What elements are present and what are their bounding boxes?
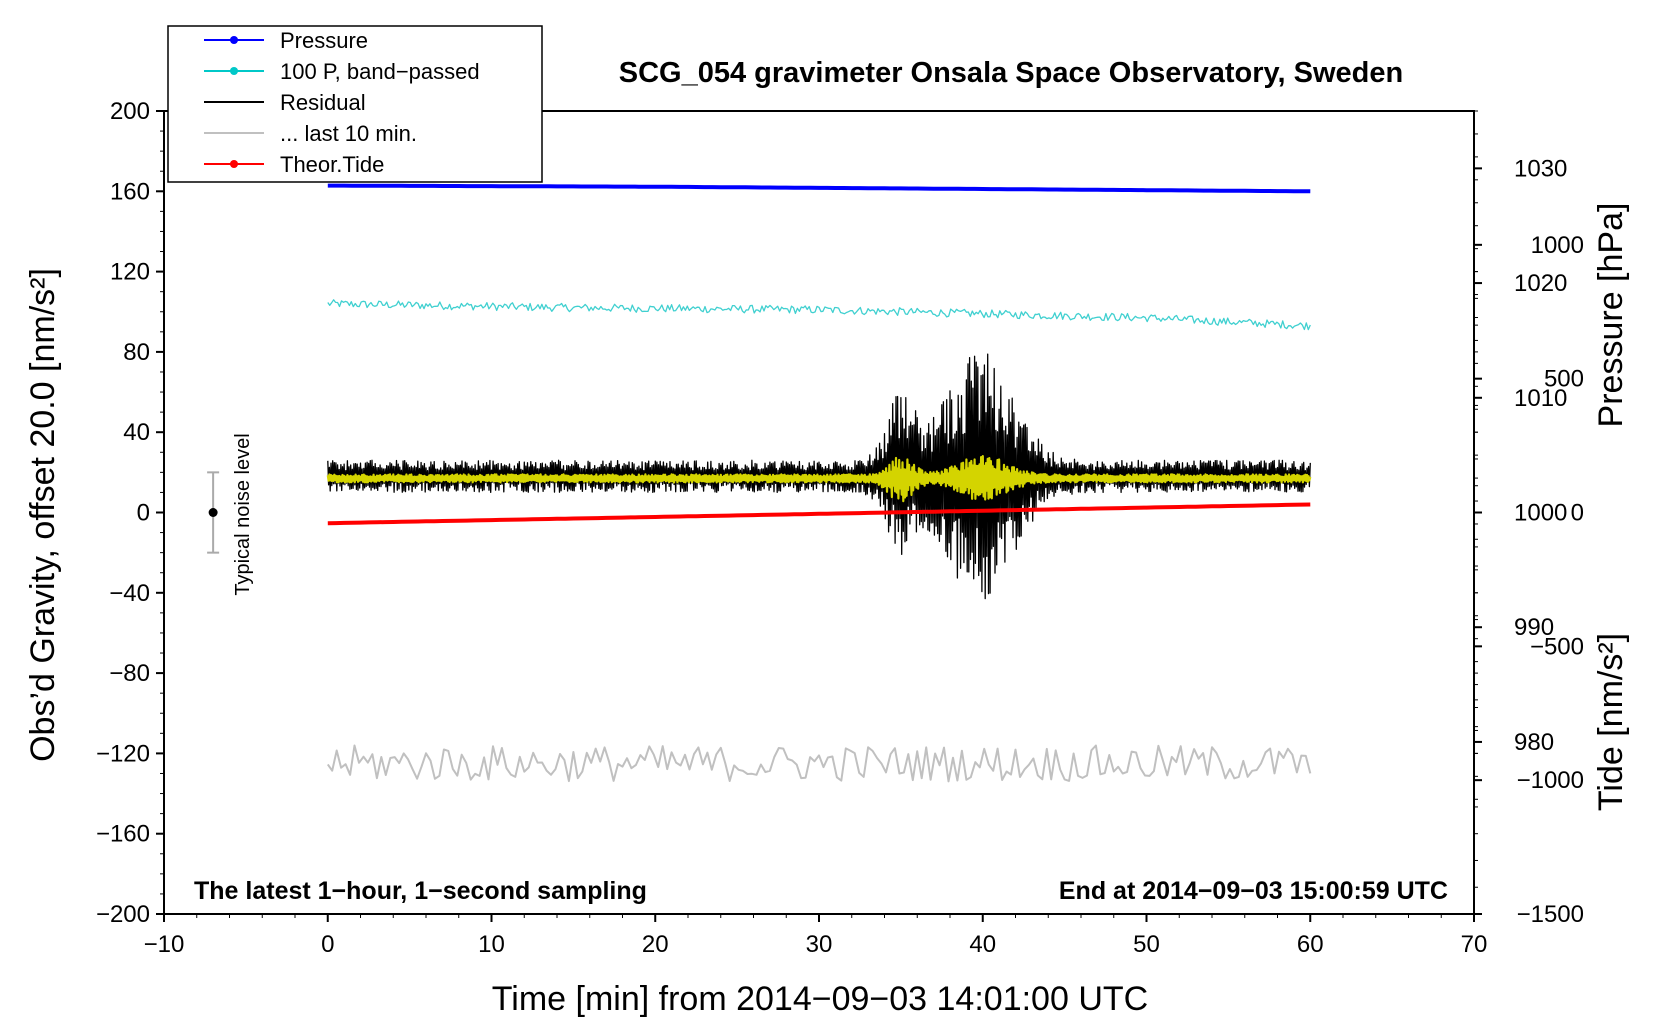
x-tick-label: 60 — [1297, 931, 1324, 958]
series-100-p-band-passed — [327, 299, 1311, 331]
series-pressure — [327, 183, 1311, 194]
legend-label: Residual — [280, 90, 366, 115]
noise-level-label: Typical noise level — [232, 433, 254, 595]
tide-axis-title: Tide [nm/s²] — [1592, 633, 1630, 811]
x-axis-title: Time [min] from 2014−09−03 14:01:00 UTC — [492, 980, 1148, 1018]
y-tick-label: −40 — [109, 580, 150, 607]
series-residual — [327, 353, 1311, 600]
tide-tick-label: 1000 — [1531, 232, 1584, 259]
legend-box — [167, 25, 543, 183]
legend-label: Pressure — [280, 28, 368, 53]
noise-bar-marker — [208, 508, 218, 517]
y-axis-left: 200 160 120 80 40 0 −40 −80 −120 −160 −200 — [96, 98, 164, 928]
series-residual-smoothed- — [326, 455, 1312, 503]
x-tick-label: 40 — [969, 931, 996, 958]
y-tick-label: 40 — [123, 419, 150, 446]
legend-marker — [230, 36, 238, 44]
pressure-tick-label: 1000 — [1514, 500, 1567, 527]
y-tick-label: 120 — [110, 259, 150, 286]
legend: Pressure 100 P, band−passed Residual ... la… — [167, 25, 543, 183]
x-tick-label: 10 — [478, 931, 505, 958]
tide-tick-label: −500 — [1530, 633, 1584, 660]
series-theor-tide — [327, 502, 1311, 526]
y-tick-label: 0 — [137, 500, 150, 527]
legend-label: ... last 10 min. — [280, 121, 417, 146]
tide-tick-label: 0 — [1571, 500, 1584, 527]
tide-tick-label: 500 — [1544, 366, 1584, 393]
y-axis-tide: 1000 500 0 −500 −1000 −1500 — [1474, 232, 1584, 928]
y-axis-pressure: 1030 1020 1010 1000 990 980 — [1474, 110, 1567, 800]
x-axis: −10 0 10 20 30 40 50 60 70 — [144, 914, 1488, 958]
x-tick-label: 50 — [1133, 931, 1160, 958]
y-tick-label: 200 — [110, 98, 150, 125]
x-tick-label: −10 — [144, 931, 185, 958]
legend-label: Theor.Tide — [280, 152, 384, 177]
tide-tick-label: −1500 — [1517, 901, 1584, 928]
pressure-tick-label: 1030 — [1514, 155, 1567, 182]
end-time-note: End at 2014−09−03 15:00:59 UTC — [1059, 877, 1448, 905]
legend-marker — [230, 160, 238, 168]
pressure-tick-label: 990 — [1514, 614, 1554, 641]
x-tick-label: 30 — [806, 931, 833, 958]
series-group — [326, 183, 1312, 783]
pressure-tick-label: 1020 — [1514, 270, 1567, 297]
sampling-note: The latest 1−hour, 1−second sampling — [194, 877, 647, 905]
series--last-10-min- — [326, 744, 1312, 783]
x-tick-label: 0 — [321, 931, 334, 958]
y-tick-label: 80 — [123, 339, 150, 366]
pressure-tick-label: 1010 — [1514, 385, 1567, 412]
y-tick-label: −200 — [96, 901, 150, 928]
x-tick-label: 20 — [642, 931, 669, 958]
x-tick-label: 70 — [1461, 931, 1488, 958]
y-tick-label: −80 — [109, 660, 150, 687]
chart-title: SCG_054 gravimeter Onsala Space Observat… — [619, 57, 1403, 89]
y-axis-left-title: Obs’d Gravity, offset 20.0 [nm/s²] — [24, 268, 62, 762]
legend-label: 100 P, band−passed — [280, 59, 480, 84]
noise-level-indicator: Typical noise level — [207, 433, 254, 596]
y-tick-label: −160 — [96, 821, 150, 848]
legend-marker — [230, 67, 238, 75]
y-tick-label: −120 — [96, 740, 150, 767]
tide-tick-label: −1000 — [1517, 767, 1584, 794]
pressure-tick-label: 980 — [1514, 729, 1554, 756]
pressure-axis-title: Pressure [hPa] — [1592, 203, 1630, 428]
y-tick-label: 160 — [110, 178, 150, 205]
